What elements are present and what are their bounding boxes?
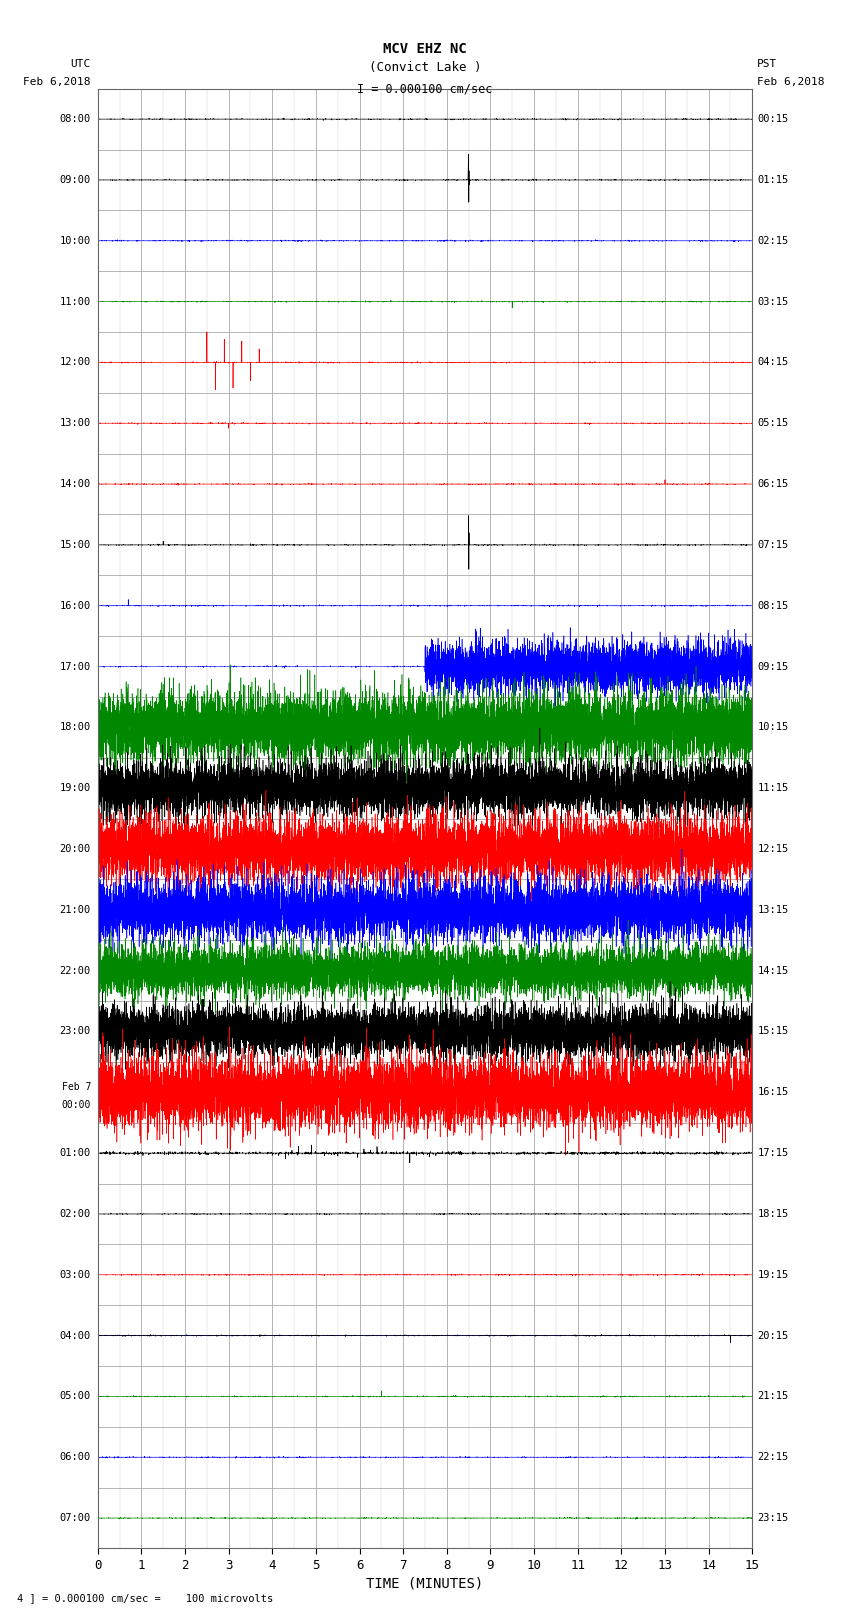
Text: 17:00: 17:00 — [60, 661, 91, 671]
Text: 05:00: 05:00 — [60, 1392, 91, 1402]
Text: 08:15: 08:15 — [757, 600, 789, 611]
Text: MCV EHZ NC: MCV EHZ NC — [383, 42, 467, 56]
Text: 14:00: 14:00 — [60, 479, 91, 489]
Text: 22:00: 22:00 — [60, 966, 91, 976]
Text: Feb 6,2018: Feb 6,2018 — [24, 77, 91, 87]
Text: PST: PST — [757, 60, 778, 69]
Text: 23:00: 23:00 — [60, 1026, 91, 1037]
Text: 09:15: 09:15 — [757, 661, 789, 671]
Text: 11:15: 11:15 — [757, 784, 789, 794]
Text: 21:15: 21:15 — [757, 1392, 789, 1402]
Text: 08:00: 08:00 — [60, 115, 91, 124]
Text: 09:00: 09:00 — [60, 174, 91, 185]
Text: 04:15: 04:15 — [757, 358, 789, 368]
Text: 19:15: 19:15 — [757, 1269, 789, 1279]
Text: 02:15: 02:15 — [757, 235, 789, 245]
Text: 20:15: 20:15 — [757, 1331, 789, 1340]
Text: 02:00: 02:00 — [60, 1210, 91, 1219]
Text: 15:15: 15:15 — [757, 1026, 789, 1037]
Text: 00:00: 00:00 — [61, 1100, 91, 1110]
Text: 22:15: 22:15 — [757, 1452, 789, 1463]
Text: 10:00: 10:00 — [60, 235, 91, 245]
Text: I = 0.000100 cm/sec: I = 0.000100 cm/sec — [357, 82, 493, 95]
Text: 12:00: 12:00 — [60, 358, 91, 368]
Text: 00:15: 00:15 — [757, 115, 789, 124]
Text: Feb 7: Feb 7 — [61, 1082, 91, 1092]
Text: 07:00: 07:00 — [60, 1513, 91, 1523]
Text: 06:15: 06:15 — [757, 479, 789, 489]
Text: 15:00: 15:00 — [60, 540, 91, 550]
X-axis label: TIME (MINUTES): TIME (MINUTES) — [366, 1576, 484, 1590]
Text: 17:15: 17:15 — [757, 1148, 789, 1158]
Text: 21:00: 21:00 — [60, 905, 91, 915]
Text: 4 ] = 0.000100 cm/sec =    100 microvolts: 4 ] = 0.000100 cm/sec = 100 microvolts — [17, 1594, 273, 1603]
Text: 06:00: 06:00 — [60, 1452, 91, 1463]
Text: 20:00: 20:00 — [60, 844, 91, 853]
Text: 10:15: 10:15 — [757, 723, 789, 732]
Text: 12:15: 12:15 — [757, 844, 789, 853]
Text: 03:00: 03:00 — [60, 1269, 91, 1279]
Text: 13:15: 13:15 — [757, 905, 789, 915]
Text: 19:00: 19:00 — [60, 784, 91, 794]
Text: 18:15: 18:15 — [757, 1210, 789, 1219]
Text: 01:15: 01:15 — [757, 174, 789, 185]
Text: Feb 6,2018: Feb 6,2018 — [757, 77, 824, 87]
Text: 07:15: 07:15 — [757, 540, 789, 550]
Text: UTC: UTC — [71, 60, 91, 69]
Text: 18:00: 18:00 — [60, 723, 91, 732]
Text: 03:15: 03:15 — [757, 297, 789, 306]
Text: 23:15: 23:15 — [757, 1513, 789, 1523]
Text: 04:00: 04:00 — [60, 1331, 91, 1340]
Text: 11:00: 11:00 — [60, 297, 91, 306]
Text: 05:15: 05:15 — [757, 418, 789, 427]
Text: 01:00: 01:00 — [60, 1148, 91, 1158]
Text: 14:15: 14:15 — [757, 966, 789, 976]
Text: 16:00: 16:00 — [60, 600, 91, 611]
Text: (Convict Lake ): (Convict Lake ) — [369, 61, 481, 74]
Text: 13:00: 13:00 — [60, 418, 91, 427]
Text: 16:15: 16:15 — [757, 1087, 789, 1097]
